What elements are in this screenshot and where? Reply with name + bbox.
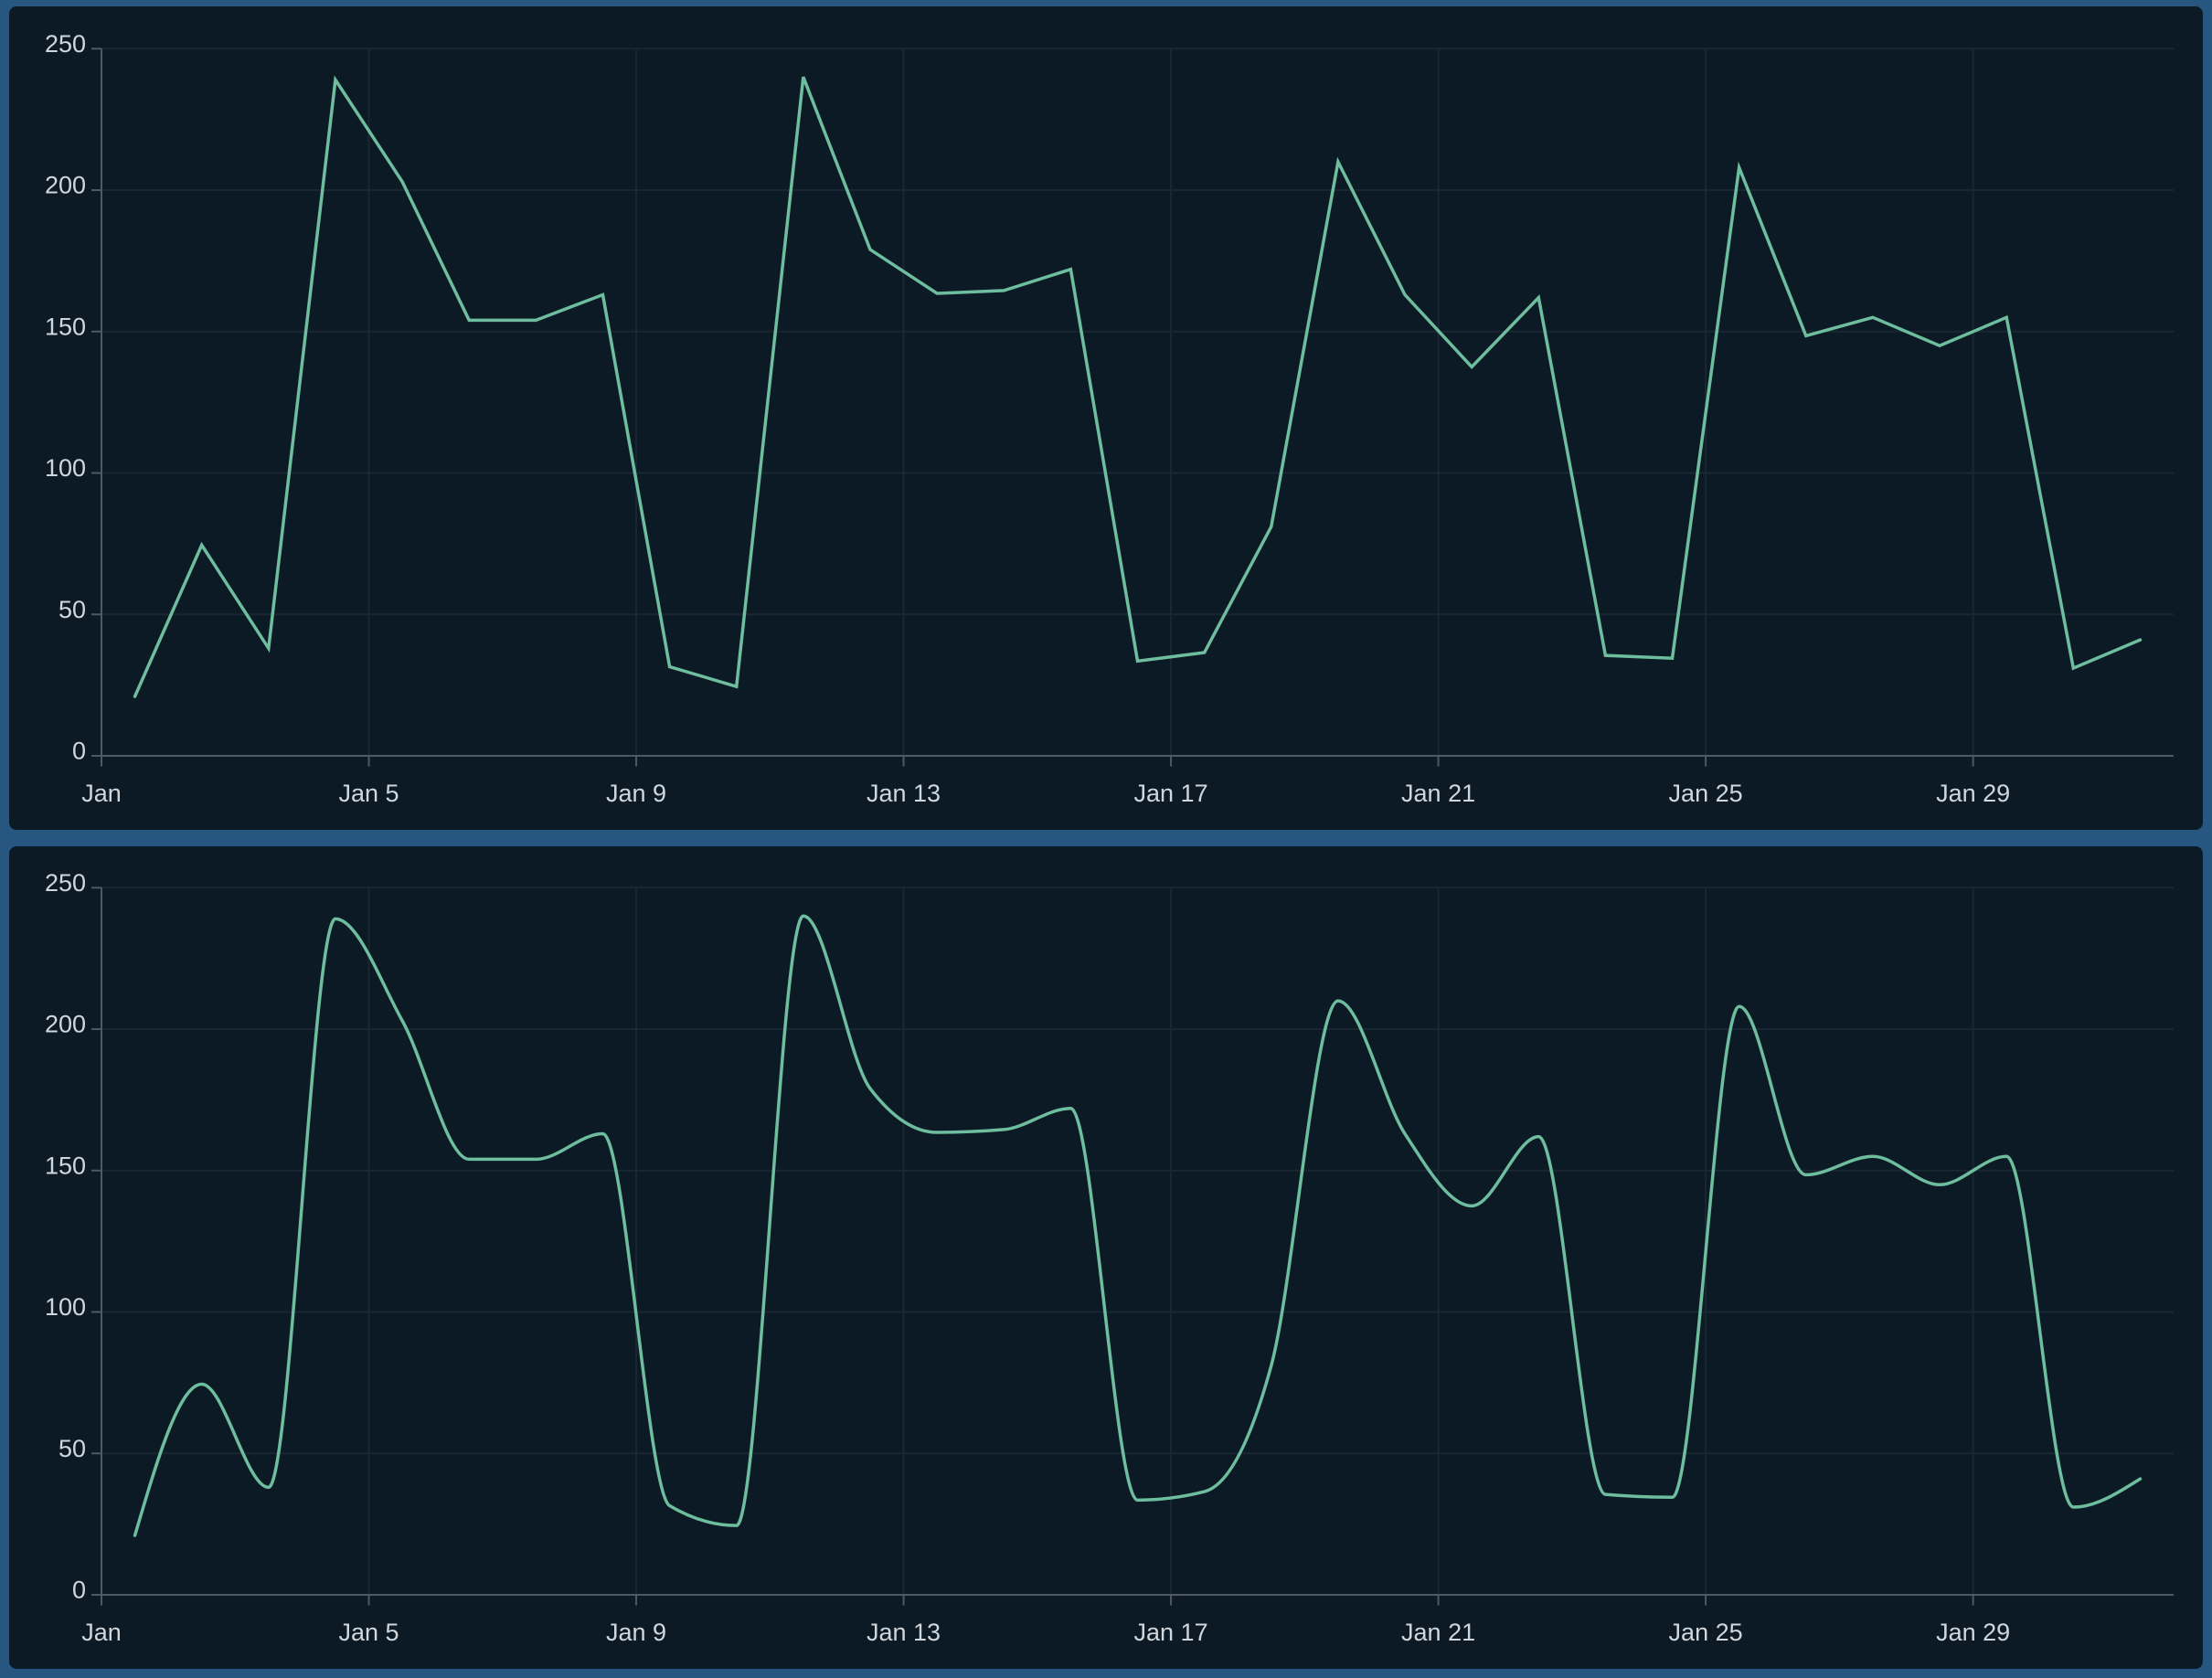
svg-text:Jan 25: Jan 25 [1669, 1619, 1743, 1646]
svg-text:Jan 21: Jan 21 [1401, 1619, 1475, 1646]
svg-text:250: 250 [45, 868, 86, 896]
svg-text:Jan 29: Jan 29 [1936, 1619, 2010, 1646]
svg-text:100: 100 [45, 454, 86, 482]
svg-text:150: 150 [45, 1152, 86, 1179]
svg-text:150: 150 [45, 313, 86, 340]
svg-text:200: 200 [45, 172, 86, 199]
svg-text:Jan 25: Jan 25 [1669, 780, 1743, 807]
svg-text:Jan 13: Jan 13 [867, 780, 941, 807]
svg-text:0: 0 [72, 1576, 86, 1603]
svg-text:Jan 13: Jan 13 [867, 1619, 941, 1646]
svg-text:50: 50 [58, 596, 86, 623]
svg-text:Jan 9: Jan 9 [606, 780, 666, 807]
svg-text:200: 200 [45, 1010, 86, 1037]
svg-text:Jan 29: Jan 29 [1936, 780, 2010, 807]
svg-text:Jan 21: Jan 21 [1401, 780, 1475, 807]
svg-text:Jan: Jan [81, 780, 122, 807]
svg-text:Jan 17: Jan 17 [1134, 780, 1208, 807]
svg-text:Jan: Jan [81, 1619, 122, 1646]
svg-text:Jan 5: Jan 5 [338, 1619, 399, 1646]
svg-text:100: 100 [45, 1293, 86, 1321]
svg-text:Jan 17: Jan 17 [1134, 1619, 1208, 1646]
svg-text:50: 50 [58, 1434, 86, 1461]
svg-text:Jan 5: Jan 5 [338, 780, 399, 807]
svg-text:Jan 9: Jan 9 [606, 1619, 666, 1646]
svg-text:0: 0 [72, 738, 86, 765]
svg-text:250: 250 [45, 30, 86, 58]
